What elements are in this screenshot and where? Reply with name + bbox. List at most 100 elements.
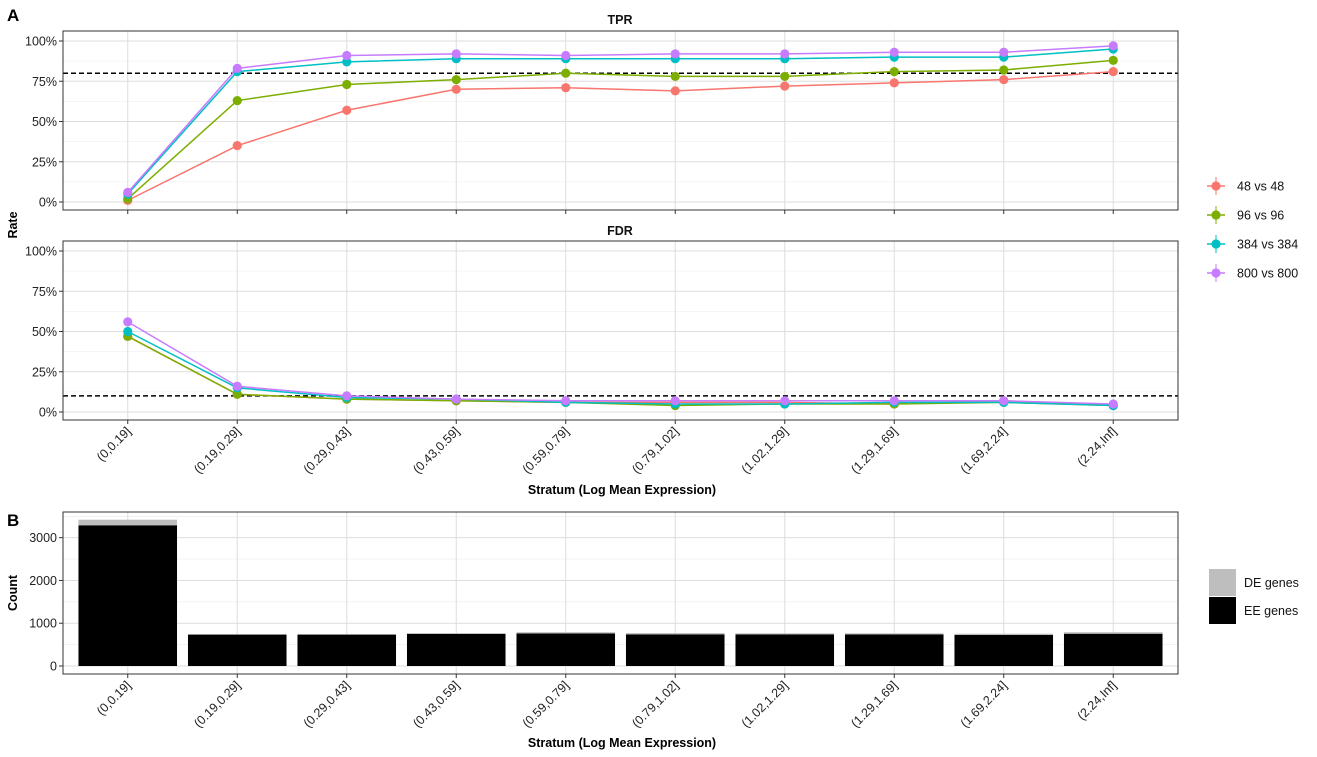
tpr-y-tick-label: 75% xyxy=(32,75,57,89)
fdr-data-point xyxy=(342,391,352,401)
tpr-y-tick-label: 25% xyxy=(32,155,57,169)
fdr-x-tick-label: (0.59,0.79] xyxy=(520,424,572,476)
ee-genes-bar xyxy=(187,634,287,666)
top-x-axis-title: Stratum (Log Mean Expression) xyxy=(528,483,716,497)
legend-key-swatch xyxy=(1209,569,1236,596)
tpr-facet-title: TPR xyxy=(608,13,633,27)
ee-genes-bar xyxy=(297,634,397,666)
fdr-x-tick-label: (0.29,0.43] xyxy=(301,424,353,476)
fdr-x-tick-label: (1.29,1.69] xyxy=(848,424,900,476)
tpr-data-point xyxy=(889,47,899,57)
tpr-data-point xyxy=(670,49,680,59)
legend-label: 48 vs 48 xyxy=(1237,180,1284,194)
fdr-panel: 0% 25% 50% 75% 100% (0,0.19] (0.19,0.29] (0.29,… xyxy=(25,240,1179,476)
fdr-y-tick-label: 75% xyxy=(32,285,57,299)
de-genes-bar xyxy=(954,633,1054,635)
count-x-tick-label: (0.43,0.59] xyxy=(410,678,462,730)
de-genes-bar xyxy=(625,633,725,635)
tpr-y-tick-label: 100% xyxy=(25,35,57,49)
legend-label: 800 vs 800 xyxy=(1237,267,1298,281)
legend-key-point xyxy=(1211,268,1221,278)
count-x-tick-label: (0.79,1.02] xyxy=(629,678,681,730)
tpr-data-point xyxy=(342,57,352,67)
de-genes-bar xyxy=(1063,632,1163,634)
ee-genes-bar xyxy=(1063,633,1163,666)
de-genes-bar xyxy=(406,633,506,634)
bottom-x-axis-title: Stratum (Log Mean Expression) xyxy=(528,736,716,750)
tpr-data-point xyxy=(342,79,352,90)
legend-key-point xyxy=(1211,181,1221,191)
ee-genes-bar xyxy=(406,633,506,666)
fdr-data-point xyxy=(561,396,571,406)
ee-genes-bar xyxy=(625,634,725,666)
count-x-tick-label: (1.29,1.69] xyxy=(848,678,900,730)
tpr-data-point xyxy=(889,78,899,88)
tpr-data-point xyxy=(232,95,242,106)
tpr-y-tick-label: 50% xyxy=(32,115,57,129)
legend-key-point xyxy=(1211,210,1221,220)
de-genes-bar xyxy=(78,519,178,526)
fdr-x-tick-label: (1.69,2.24] xyxy=(958,424,1010,476)
count-x-tick-label: (0.29,0.43] xyxy=(301,678,353,730)
tpr-data-point xyxy=(123,187,133,197)
ee-genes-bar xyxy=(954,634,1054,666)
panel-label-b: B xyxy=(7,511,19,530)
legend-label: 384 vs 384 xyxy=(1237,238,1298,252)
fdr-facet-title: FDR xyxy=(607,224,633,238)
tpr-series-line xyxy=(127,70,1114,202)
tpr-data-point xyxy=(1108,41,1118,51)
de-genes-bar xyxy=(735,633,835,635)
tpr-data-point xyxy=(1108,66,1118,77)
fdr-y-tick-label: 100% xyxy=(25,245,57,259)
fdr-y-tick-label: 25% xyxy=(32,365,57,379)
count-y-tick-label: 3000 xyxy=(29,531,57,545)
count-x-tick-label: (2.24,Inf] xyxy=(1075,678,1120,723)
tpr-data-point xyxy=(561,83,571,93)
count-x-tick-label: (0.19,0.29] xyxy=(191,678,243,730)
fdr-data-point xyxy=(123,317,133,327)
fdr-x-tick-label: (2.24,Inf] xyxy=(1075,424,1120,469)
legend-key-swatch xyxy=(1209,597,1236,624)
count-panel: 0 1000 2000 3000 (0,0.19] (0.19,0.29] (0.29,0.… xyxy=(29,511,1179,730)
tpr-data-point xyxy=(999,47,1009,57)
fdr-x-tick-label: (0.43,0.59] xyxy=(410,424,462,476)
tpr-data-point xyxy=(1108,55,1118,65)
tpr-data-point xyxy=(561,50,571,61)
count-y-tick-label: 1000 xyxy=(29,617,57,631)
tpr-data-point xyxy=(561,68,571,78)
fdr-series-line xyxy=(127,321,1114,405)
legend-label: DE genes xyxy=(1244,576,1299,590)
de-genes-bar xyxy=(516,632,616,634)
ee-genes-bar xyxy=(516,633,616,666)
fdr-x-tick-label: (1.02,1.29] xyxy=(739,424,791,476)
tpr-border xyxy=(62,30,1179,211)
count-x-tick-label: (1.69,2.24] xyxy=(958,678,1010,730)
count-axis-title: Count xyxy=(6,574,20,611)
tpr-data-point xyxy=(999,65,1009,75)
legend-label: 96 vs 96 xyxy=(1237,209,1284,223)
tpr-series-line xyxy=(127,59,1114,200)
tpr-data-point xyxy=(232,63,242,73)
fdr-y-tick-label: 0% xyxy=(39,406,57,420)
rate-axis-title: Rate xyxy=(6,211,20,238)
tpr-data-point xyxy=(451,75,461,85)
tpr-data-point xyxy=(670,71,680,82)
fdr-series-line xyxy=(127,330,1114,407)
tpr-data-point xyxy=(342,50,352,61)
tpr-data-point xyxy=(889,66,899,77)
fdr-data-point xyxy=(670,396,680,406)
tpr-y-tick-label: 0% xyxy=(39,196,57,210)
tpr-panel: 0% 25% 50% 75% 100% xyxy=(25,30,1179,214)
legend-key-point xyxy=(1211,239,1221,249)
fdr-border xyxy=(62,240,1179,421)
tpr-data-point xyxy=(451,84,461,94)
fdr-data-point xyxy=(451,394,461,404)
tpr-data-point xyxy=(780,49,790,59)
tpr-data-point xyxy=(780,71,790,82)
fdr-data-point xyxy=(780,396,790,406)
rate-legend: 48 vs 48 96 vs 96 384 vs 384 800 vs 800 xyxy=(1207,177,1298,282)
tpr-data-point xyxy=(342,105,352,115)
count-border xyxy=(62,511,1179,675)
tpr-data-point xyxy=(232,141,242,151)
fdr-data-point xyxy=(232,389,242,399)
